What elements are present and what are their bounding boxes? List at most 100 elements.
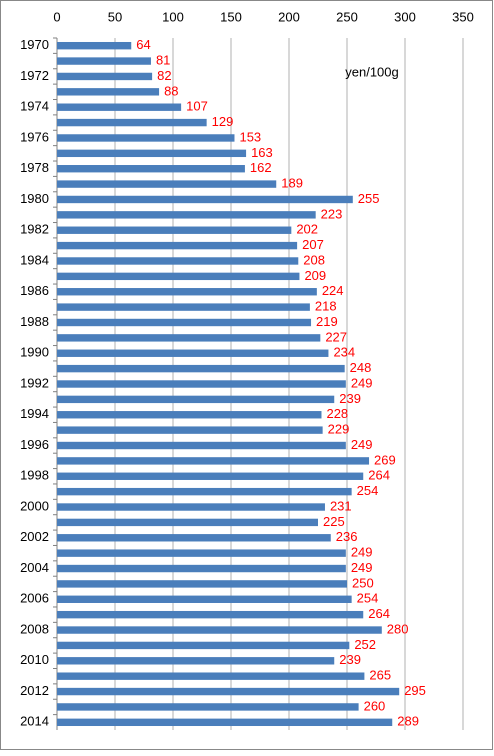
value-label: 250 (352, 575, 374, 590)
bar (57, 288, 317, 296)
x-tick-label: 350 (452, 9, 474, 24)
y-tick-label: 2014 (20, 714, 49, 729)
annotation: yen/100g (345, 64, 399, 79)
bar (57, 687, 400, 696)
bar (57, 672, 365, 680)
y-tick-label: 1984 (20, 252, 49, 267)
bar (57, 641, 350, 650)
value-label: 107 (186, 99, 208, 114)
bar (57, 318, 312, 327)
value-label: 249 (351, 375, 373, 390)
bar (57, 211, 316, 219)
value-label: 280 (387, 621, 409, 636)
bar (57, 718, 393, 727)
x-tick-label: 0 (53, 9, 60, 24)
x-tick-label: 100 (162, 9, 184, 24)
value-label: 249 (351, 545, 373, 560)
bar (57, 103, 182, 111)
bar (57, 487, 352, 496)
bar (57, 380, 346, 388)
value-label: 248 (350, 360, 372, 375)
y-tick-label: 1972 (20, 68, 49, 83)
bar (57, 149, 247, 158)
bar (57, 657, 335, 665)
bar (57, 195, 353, 204)
bar (57, 364, 345, 373)
value-label: 227 (325, 329, 347, 344)
bar (57, 72, 153, 81)
y-tick-label: 1978 (20, 160, 49, 175)
bar (57, 426, 323, 434)
y-tick-label: 1990 (20, 345, 49, 360)
y-tick-label: 2004 (20, 560, 49, 575)
y-tick-label: 2010 (20, 652, 49, 667)
value-label: 239 (339, 652, 361, 667)
y-tick-label: 2006 (20, 591, 49, 606)
value-label: 231 (330, 498, 352, 513)
value-label: 219 (316, 314, 338, 329)
y-tick-label: 1980 (20, 191, 49, 206)
bar (57, 580, 347, 588)
bar (57, 257, 299, 265)
y-tick-label: 2008 (20, 621, 49, 636)
bar (57, 457, 370, 465)
value-label: 208 (303, 252, 325, 267)
value-label: 202 (296, 222, 318, 237)
value-label: 163 (251, 145, 273, 160)
bar (57, 564, 346, 573)
y-tick-label: 1992 (20, 375, 49, 390)
bar (57, 472, 364, 480)
value-label: 264 (368, 468, 390, 483)
value-label: 260 (364, 698, 386, 713)
bar (57, 334, 321, 342)
bar (57, 272, 300, 281)
bar (57, 41, 132, 50)
y-tick-label: 1982 (20, 222, 49, 237)
bar (57, 626, 382, 634)
x-tick-label: 200 (278, 9, 300, 24)
value-label: 153 (239, 129, 261, 144)
value-label: 252 (354, 637, 376, 652)
y-tick-label: 2000 (20, 498, 49, 513)
value-label: 224 (322, 283, 344, 298)
value-label: 209 (304, 268, 326, 283)
bar (57, 595, 352, 603)
value-label: 254 (357, 591, 379, 606)
bar (57, 165, 245, 173)
y-tick-label: 1996 (20, 437, 49, 452)
x-tick-label: 300 (394, 9, 416, 24)
bar (57, 534, 331, 542)
y-tick-label: 1976 (20, 129, 49, 144)
bar (57, 610, 364, 619)
bar (57, 303, 310, 311)
bar (57, 349, 329, 357)
bar (57, 57, 151, 65)
y-tick-label: 1986 (20, 283, 49, 298)
value-label: 295 (404, 683, 426, 698)
value-label: 129 (212, 114, 234, 129)
value-label: 82 (157, 68, 171, 83)
value-label: 234 (333, 345, 355, 360)
value-label: 223 (321, 206, 343, 221)
value-label: 255 (358, 191, 380, 206)
value-label: 249 (351, 437, 373, 452)
y-tick-label: 1994 (20, 406, 49, 421)
value-label: 88 (164, 83, 178, 98)
value-label: 64 (136, 37, 150, 52)
value-label: 81 (156, 53, 170, 68)
bar (57, 703, 359, 711)
value-label: 265 (369, 668, 391, 683)
value-label: 218 (315, 299, 337, 314)
value-label: 264 (368, 606, 390, 621)
bar (57, 88, 160, 96)
x-tick-label: 150 (220, 9, 242, 24)
value-label: 254 (357, 483, 379, 498)
bar (57, 503, 325, 511)
value-label: 228 (326, 406, 348, 421)
bar (57, 441, 346, 450)
bar (57, 549, 346, 557)
bar (57, 180, 277, 188)
